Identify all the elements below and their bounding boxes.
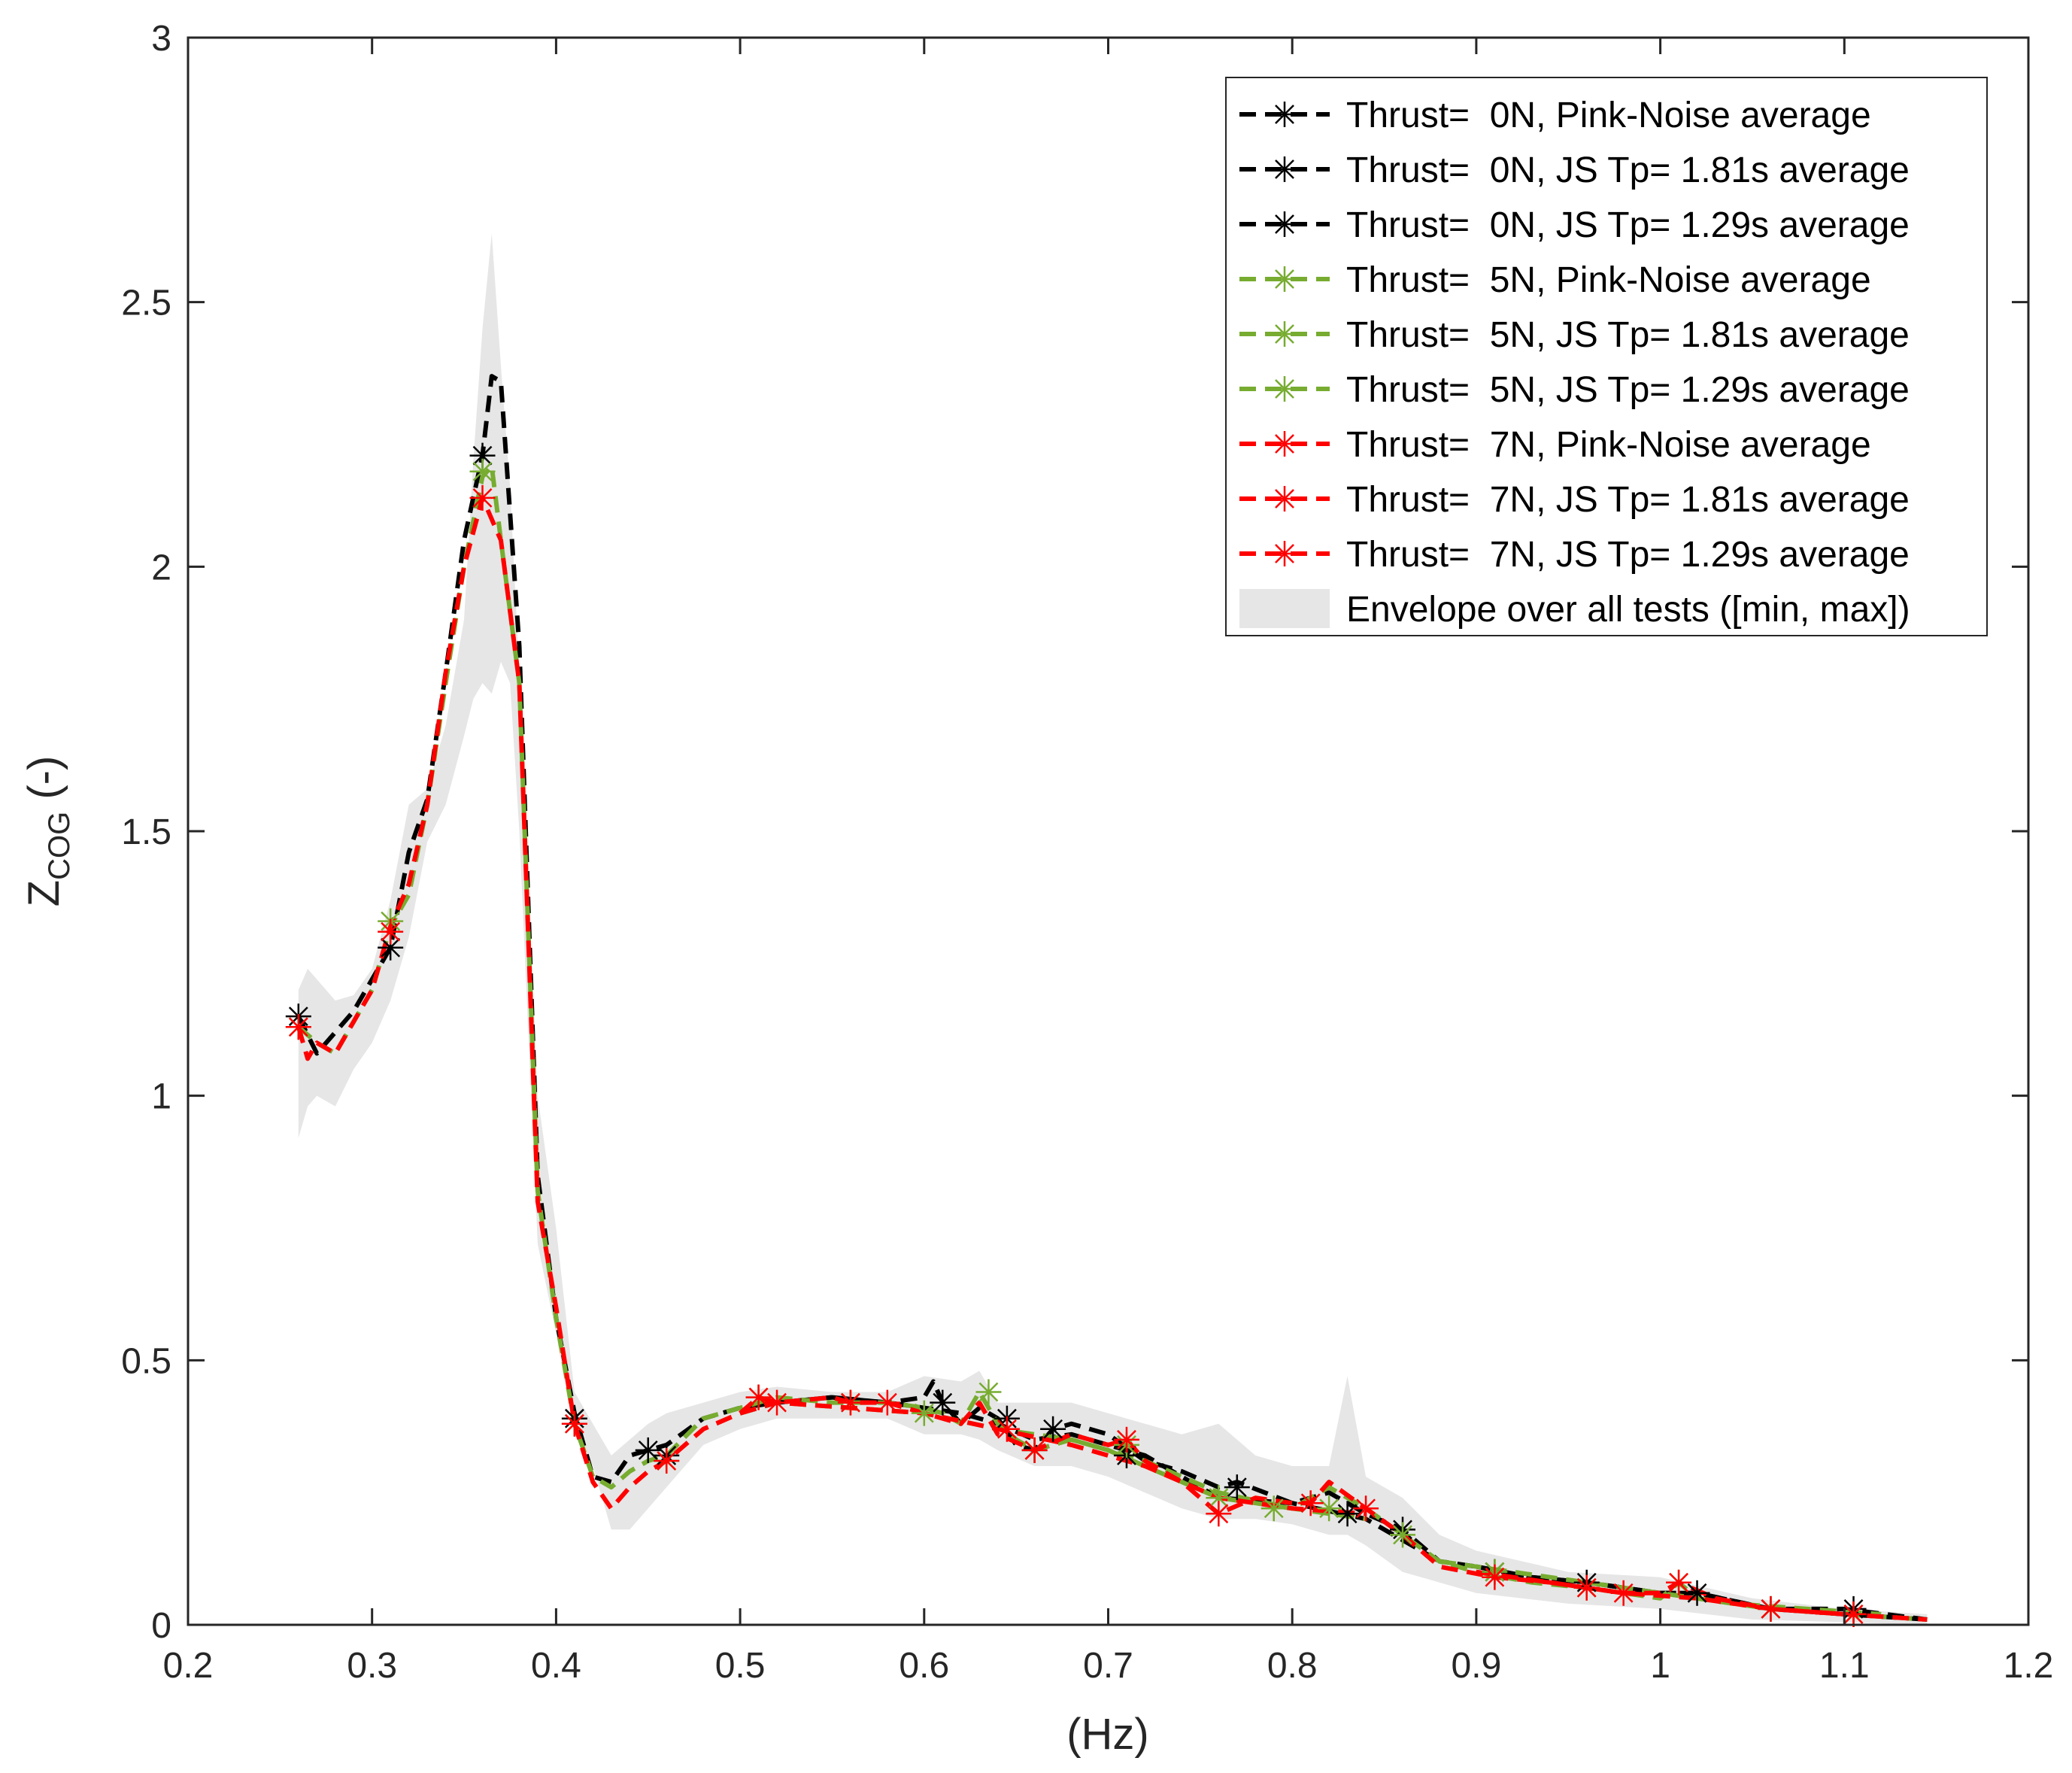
series-line-3 [296, 463, 1928, 1622]
legend-marker [1272, 486, 1297, 512]
y-tick-label: 0.5 [121, 1341, 171, 1381]
legend-label: Thrust= 0N, JS Tp= 1.29s average [1346, 205, 1910, 245]
y-axis: 0 0.5 1 1.5 2 2.5 3 [121, 19, 2028, 1646]
x-axis-label: (Hz) [1066, 1710, 1149, 1759]
legend-box [1225, 77, 1988, 636]
y-axis-label-main: Z [20, 880, 68, 906]
series-line-5 [1439, 1559, 1882, 1617]
series-marker [911, 1400, 937, 1426]
legend-label: Thrust= 7N, Pink-Noise average [1346, 425, 1871, 465]
series-marker [994, 1416, 1020, 1442]
series-marker [1224, 1474, 1250, 1501]
legend-label: Thrust= 5N, JS Tp= 1.81s average [1346, 315, 1910, 355]
x-tick-label: 0.6 [899, 1646, 949, 1686]
series-marker [469, 458, 496, 484]
series-marker [1316, 1495, 1342, 1522]
y-axis-label-suffix: (-) [20, 756, 68, 812]
legend-label: Envelope over all tests ([min, max]) [1346, 590, 1910, 630]
series-marker [1390, 1522, 1416, 1548]
legend-label: Thrust= 5N, Pink-Noise average [1346, 260, 1871, 300]
legend-patch-swatch [1239, 589, 1330, 628]
legend-marker [1272, 102, 1297, 127]
series-marker [1684, 1580, 1710, 1606]
legend-item: Thrust= 7N, JS Tp= 1.29s average [1239, 535, 1910, 575]
x-tick-label: 1.2 [2004, 1646, 2054, 1686]
x-tick-label: 0.5 [715, 1646, 766, 1686]
legend-item: Thrust= 5N, Pink-Noise average [1239, 260, 1871, 300]
legend-item: Thrust= 7N, Pink-Noise average [1239, 425, 1871, 465]
series-marker [745, 1384, 772, 1410]
series-marker [930, 1389, 956, 1416]
series-marker [469, 442, 496, 469]
y-tick-label: 0 [151, 1606, 171, 1646]
x-tick-label: 0.9 [1452, 1646, 1502, 1686]
series-marker [378, 934, 404, 961]
legend-label: Thrust= 7N, JS Tp= 1.81s average [1346, 480, 1910, 520]
legend-marker [1272, 211, 1297, 237]
series-marker [1334, 1501, 1361, 1527]
series-marker [469, 484, 496, 511]
x-axis: 0.2 0.3 0.4 0.5 0.6 0.7 0.8 0.9 1 1.1 1.2 [163, 38, 2054, 1686]
legend-item: Thrust= 5N, JS Tp= 1.81s average [1239, 315, 1910, 355]
legend-marker [1272, 376, 1297, 402]
series-marker [285, 1014, 311, 1040]
legend-marker [1272, 541, 1297, 566]
series-marker [1666, 1569, 1692, 1595]
legend-item: Thrust= 0N, Pink-Noise average [1239, 96, 1871, 135]
legend-marker [1272, 431, 1297, 457]
series-marker [654, 1447, 680, 1474]
legend-label: Thrust= 7N, JS Tp= 1.29s average [1346, 535, 1910, 575]
legend-item: Thrust= 5N, JS Tp= 1.29s average [1239, 370, 1910, 410]
marker-layer [285, 442, 1867, 1627]
series-marker [378, 918, 404, 945]
series-marker [874, 1389, 900, 1416]
series-marker [1353, 1495, 1379, 1522]
y-axis-label-subscript: COG [43, 812, 76, 880]
legend-label: Thrust= 0N, JS Tp= 1.81s average [1346, 150, 1910, 190]
legend-marker [1272, 321, 1297, 347]
series-marker [1113, 1426, 1139, 1453]
y-tick-label: 3 [151, 19, 171, 59]
series-marker [1206, 1501, 1232, 1527]
legend-label: Thrust= 5N, JS Tp= 1.29s average [1346, 370, 1910, 410]
x-tick-label: 1 [1650, 1646, 1670, 1686]
y-tick-label: 1.5 [121, 812, 171, 852]
series-marker [1573, 1574, 1600, 1601]
series-marker [975, 1379, 1002, 1405]
series-marker [1260, 1495, 1287, 1522]
legend-label: Thrust= 0N, Pink-Noise average [1346, 96, 1871, 135]
legend: Thrust= 0N, Pink-Noise average Thrust= 0N… [1225, 77, 1988, 636]
series-marker [1021, 1437, 1048, 1463]
x-tick-label: 0.4 [531, 1646, 581, 1686]
series-marker [837, 1389, 863, 1416]
legend-item: Envelope over all tests ([min, max]) [1239, 589, 1910, 630]
series-marker [1040, 1416, 1066, 1442]
y-tick-label: 2.5 [121, 284, 171, 323]
legend-item: Thrust= 7N, JS Tp= 1.81s average [1239, 480, 1910, 520]
series-marker [764, 1389, 790, 1416]
x-tick-label: 0.2 [163, 1646, 214, 1686]
series-marker [635, 1437, 661, 1463]
y-tick-label: 2 [151, 548, 171, 587]
y-tick-label: 1 [151, 1077, 171, 1117]
x-tick-label: 0.7 [1083, 1646, 1133, 1686]
x-tick-label: 0.3 [347, 1646, 397, 1686]
legend-item: Thrust= 0N, JS Tp= 1.81s average [1239, 150, 1910, 190]
series-marker [1610, 1580, 1637, 1606]
x-tick-label: 1.1 [1819, 1646, 1870, 1686]
x-tick-label: 0.8 [1267, 1646, 1318, 1686]
series-marker [1297, 1490, 1324, 1516]
series-marker [1482, 1564, 1508, 1590]
legend-item: Thrust= 0N, JS Tp= 1.29s average [1239, 205, 1910, 245]
y-axis-label: ZCOG (-) [20, 756, 76, 907]
series-marker [561, 1410, 587, 1437]
series-marker [1758, 1595, 1784, 1622]
legend-marker [1272, 156, 1297, 182]
legend-marker [1272, 266, 1297, 292]
